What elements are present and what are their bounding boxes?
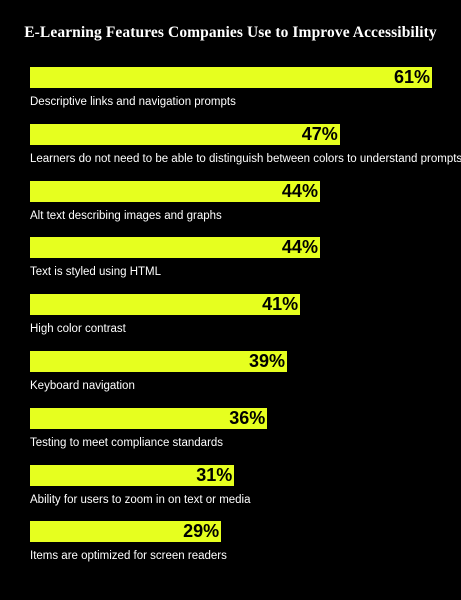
bar-value-label: 41% — [262, 294, 299, 315]
category-label: Ability for users to zoom in on text or … — [30, 493, 251, 506]
bar: 31% — [30, 464, 235, 486]
category-label: Descriptive links and navigation prompts — [30, 96, 236, 108]
chart-title: E-Learning Features Companies Use to Imp… — [24, 24, 437, 41]
category-label: High color contrast — [30, 323, 126, 336]
bar: 44% — [30, 237, 320, 259]
bar: 36% — [30, 407, 268, 429]
bar-row: 61% Descriptive links and navigation prom… — [30, 67, 450, 113]
bar-row: 47% Learners do not need to be able to di… — [30, 123, 461, 170]
bar-row: 31% Ability for users to zoom in on text … — [30, 464, 450, 511]
bar-value-label: 36% — [229, 407, 266, 428]
bar: 44% — [30, 180, 320, 202]
bar-row: 41% High color contrast — [30, 294, 450, 340]
bar: 41% — [30, 294, 301, 316]
bar-value-label: 29% — [183, 521, 220, 542]
bar-value-label: 39% — [248, 351, 286, 371]
bar-value-label: 61% — [393, 67, 430, 87]
bar-row: 36% Testing to meet compliance standards — [30, 407, 450, 454]
category-label: Learners do not need to be able to disti… — [30, 152, 461, 165]
bar-value-label: 31% — [196, 464, 233, 485]
bar-value-label: 44% — [281, 180, 318, 201]
bar-row: 29% Items are optimized for screen reader… — [30, 521, 450, 567]
bar: 39% — [30, 351, 288, 372]
category-label: Items are optimized for screen readers — [30, 550, 227, 563]
bar: 47% — [30, 123, 340, 145]
bar: 29% — [30, 521, 222, 543]
bar-value-label: 44% — [281, 237, 318, 258]
category-label: Keyboard navigation — [30, 380, 135, 392]
bar-row: 39% Keyboard navigation — [30, 351, 450, 397]
bar-row: 44% Alt text describing images and graphs — [30, 180, 450, 227]
category-label: Text is styled using HTML — [30, 266, 162, 279]
bar: 61% — [30, 67, 432, 88]
bar-row: 44% Text is styled using HTML — [30, 237, 450, 283]
category-label: Alt text describing images and graphs — [30, 209, 222, 222]
category-label: Testing to meet compliance standards — [30, 436, 224, 449]
bar-value-label: 47% — [301, 123, 338, 144]
